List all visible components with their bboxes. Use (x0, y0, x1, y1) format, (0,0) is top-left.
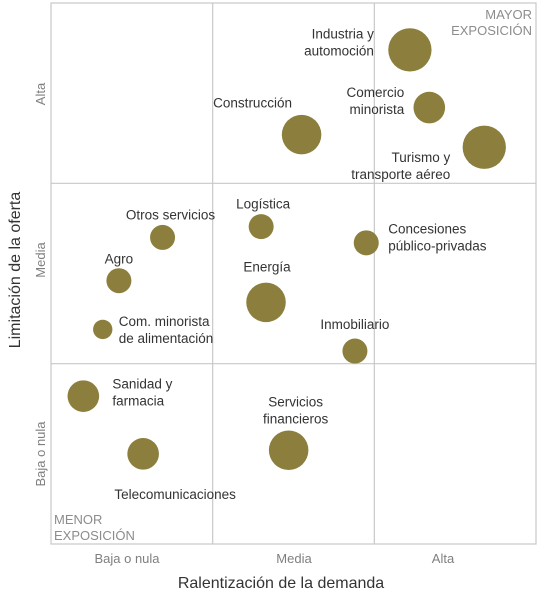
bubble-energia (246, 282, 286, 323)
bubble-label-turismo-y-transporte-aereo-line-1: Turismo y (392, 150, 451, 165)
bubble-comercio-minorista (413, 91, 446, 124)
x-tick-medium: Media (276, 551, 312, 566)
bubble-label-inmobiliario: Inmobiliario (320, 317, 389, 332)
bubble-label-com-minorista-de-alimentacion-line-2: de alimentación (119, 331, 214, 346)
y-tick-high: Alta (33, 82, 48, 105)
bubble-label-energia: Energía (243, 259, 291, 274)
bubble-turismo-y-transporte-aereo (462, 125, 506, 169)
bubble-label-industria-y-automocion-line-2: automoción (304, 43, 374, 58)
bubble-concesiones-publico-privadas (353, 230, 379, 256)
x-tick-low: Baja o nula (94, 551, 160, 566)
corner-bottom-left-line-2: EXPOSICIÓN (54, 528, 135, 543)
bubble-label-industria-y-automocion-line-1: Industria y (312, 26, 375, 41)
bubble-otros-servicios (150, 224, 176, 250)
bubble-label-servicios-financieros-line-1: Servicios (268, 395, 323, 410)
bubble-label-otros-servicios: Otros servicios (126, 207, 216, 222)
bubble-sanidad-y-farmacia (67, 380, 100, 412)
bubble-label-construccion: Construcción (213, 96, 292, 111)
corner-top-right-line-2: EXPOSICIÓN (451, 23, 532, 38)
corner-top-right-line-1: MAYOR (485, 7, 532, 22)
bubble-labels: Industria y automoción Comercio minorista Tu… (105, 26, 487, 501)
bubble-label-telecomunicaciones: Telecomunicaciones (114, 487, 236, 502)
bubble-label-turismo-y-transporte-aereo-line-2: transporte aéreo (351, 167, 450, 182)
y-tick-low: Baja o nula (33, 421, 48, 487)
x-tick-high: Alta (432, 551, 455, 566)
bubble-label-agro: Agro (105, 252, 134, 267)
bubble-agro (106, 268, 132, 294)
bubble-servicios-financieros (268, 430, 309, 470)
bubble-label-sanidad-y-farmacia-line-2: farmacia (112, 394, 164, 409)
bubble-industria-y-automocion (388, 28, 432, 72)
bubble-label-concesiones-publico-privadas-line-2: público-privadas (388, 238, 487, 253)
y-axis-title: Limitación de la oferta (7, 192, 24, 349)
x-axis-title: Ralentización de la demanda (178, 575, 384, 592)
bubble-label-com-minorista-de-alimentacion-line-1: Com. minorista (119, 314, 210, 329)
bubble-label-comercio-minorista-line-1: Comercio (347, 85, 405, 100)
bubble-label-servicios-financieros-line-2: financieros (263, 412, 329, 427)
bubble-label-sanidad-y-farmacia-line-1: Sanidad y (112, 377, 172, 392)
bubbles (67, 28, 506, 470)
bubble-label-concesiones-publico-privadas-line-1: Concesiones (388, 221, 466, 236)
grid-lines (51, 3, 536, 544)
bubble-label-logistica: Logística (236, 197, 291, 212)
bubble-logistica (248, 214, 274, 240)
corner-bottom-left-line-1: MENOR (54, 512, 102, 527)
y-tick-medium: Media (33, 242, 48, 278)
bubble-label-comercio-minorista-line-2: minorista (350, 102, 405, 117)
bubble-construccion (281, 114, 322, 155)
bubble-inmobiliario (342, 338, 368, 364)
bubble-telecomunicaciones (127, 438, 159, 470)
bubble-com-minorista-de-alimentacion (93, 319, 113, 340)
